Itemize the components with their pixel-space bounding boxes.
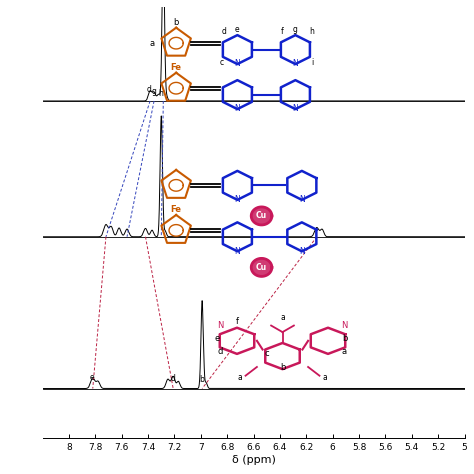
- Text: d: d: [221, 27, 226, 36]
- Text: d: d: [147, 85, 152, 94]
- Text: c: c: [264, 349, 269, 358]
- Polygon shape: [251, 207, 272, 225]
- Text: a: a: [323, 373, 328, 382]
- Text: a: a: [342, 347, 347, 356]
- Text: a: a: [280, 313, 285, 322]
- Text: i: i: [311, 58, 313, 67]
- Text: N: N: [299, 195, 305, 204]
- Text: b: b: [173, 18, 179, 27]
- Text: Fe: Fe: [171, 63, 182, 72]
- Polygon shape: [251, 258, 272, 276]
- Text: a: a: [237, 373, 242, 382]
- Text: c: c: [220, 58, 224, 67]
- Text: N: N: [235, 246, 240, 255]
- Text: b: b: [280, 363, 285, 372]
- Text: N: N: [235, 104, 240, 113]
- Text: d: d: [171, 374, 175, 383]
- Text: Cu: Cu: [256, 263, 267, 272]
- Text: e: e: [89, 373, 94, 382]
- Text: N: N: [299, 246, 305, 255]
- Text: e: e: [235, 25, 240, 34]
- Text: g: g: [152, 87, 156, 96]
- Text: d: d: [218, 347, 223, 356]
- Text: N: N: [217, 321, 224, 330]
- Text: h: h: [310, 27, 315, 36]
- Text: f: f: [236, 318, 238, 327]
- Text: f: f: [281, 27, 283, 36]
- Text: N: N: [235, 59, 240, 68]
- Text: e: e: [214, 334, 220, 343]
- Text: N: N: [292, 59, 298, 68]
- Text: b: b: [200, 375, 205, 384]
- Text: N: N: [341, 321, 348, 330]
- Text: Cu: Cu: [256, 211, 267, 220]
- Text: g: g: [293, 25, 298, 34]
- Text: N: N: [292, 104, 298, 113]
- Text: a: a: [149, 39, 155, 48]
- Text: h: h: [158, 89, 163, 98]
- X-axis label: δ (ppm): δ (ppm): [232, 455, 275, 465]
- Text: Fe: Fe: [171, 205, 182, 214]
- Text: N: N: [235, 195, 240, 204]
- Text: b: b: [342, 334, 347, 343]
